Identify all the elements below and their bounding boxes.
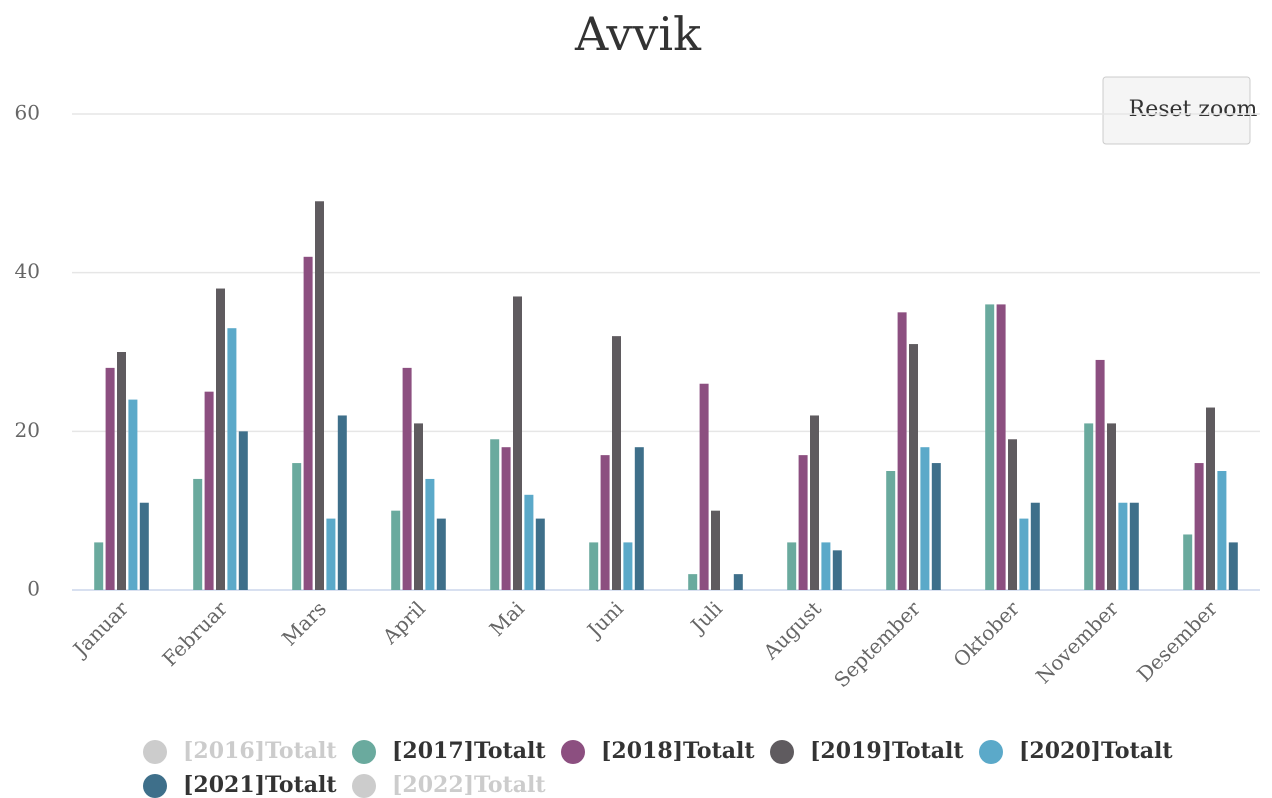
chart-title: Avvik <box>574 7 702 61</box>
bar <box>600 455 610 590</box>
bar <box>996 304 1006 590</box>
bar <box>612 336 621 590</box>
legend-marker[interactable] <box>770 740 794 764</box>
x-tick-label: Juni <box>581 596 628 643</box>
x-tick-label: August <box>758 596 826 664</box>
bar <box>402 367 412 590</box>
legend-label[interactable]: [2016]Totalt <box>183 738 337 764</box>
bar <box>810 415 819 590</box>
bar <box>821 542 831 590</box>
bar <box>931 463 941 590</box>
bar <box>513 296 522 590</box>
bar <box>216 288 225 590</box>
y-tick-label: 0 <box>27 577 40 601</box>
bar <box>524 494 534 590</box>
legend-marker[interactable] <box>143 774 167 798</box>
reset-zoom[interactable]: Reset zoom <box>1102 76 1258 145</box>
bar <box>1217 471 1227 590</box>
bar <box>535 518 545 590</box>
x-tick-label: Februar <box>157 596 232 671</box>
bar <box>985 304 995 590</box>
bar <box>414 423 423 590</box>
bar <box>292 463 302 590</box>
legend-label[interactable]: [2019]Totalt <box>810 738 964 764</box>
bar <box>501 447 511 590</box>
bar <box>193 478 203 590</box>
bar <box>787 542 797 590</box>
y-tick-label: 40 <box>15 259 40 283</box>
bar <box>238 431 248 590</box>
x-tick-label: Desember <box>1132 596 1222 686</box>
legend-label[interactable]: [2021]Totalt <box>183 772 337 798</box>
bar <box>315 201 324 590</box>
bar <box>227 328 237 590</box>
bar <box>105 367 115 590</box>
bar <box>1228 542 1238 590</box>
bar <box>1129 502 1139 590</box>
legend-marker[interactable] <box>352 740 376 764</box>
bar <box>798 455 808 590</box>
bar <box>117 352 126 590</box>
bar <box>391 510 401 590</box>
bar <box>1084 423 1094 590</box>
bar <box>909 344 918 590</box>
bar <box>1107 423 1116 590</box>
bar <box>688 574 698 590</box>
x-tick-label: Mars <box>277 596 331 650</box>
bar <box>425 478 435 590</box>
y-tick-label: 20 <box>15 418 40 442</box>
bar <box>699 383 709 590</box>
bar <box>832 550 842 590</box>
bar <box>436 518 446 590</box>
bar <box>139 502 149 590</box>
bar <box>634 447 644 590</box>
bar <box>623 542 633 590</box>
legend-marker[interactable] <box>143 740 167 764</box>
bar <box>1008 439 1017 590</box>
bar <box>886 471 896 590</box>
bar <box>589 542 599 590</box>
y-tick-label: 60 <box>15 101 40 125</box>
legend-label[interactable]: [2017]Totalt <box>392 738 546 764</box>
bar <box>204 391 214 590</box>
bar <box>337 415 347 590</box>
x-tick-label: Juli <box>685 596 727 638</box>
legend-marker[interactable] <box>561 740 585 764</box>
bar <box>1118 502 1128 590</box>
reset-zoom-box[interactable] <box>1102 76 1251 145</box>
x-tick-label: Januar <box>67 596 133 662</box>
bar <box>711 510 720 590</box>
bar <box>490 439 500 590</box>
legend-label[interactable]: [2020]Totalt <box>1019 738 1173 764</box>
legend-label[interactable]: [2022]Totalt <box>392 772 546 798</box>
bar <box>94 542 104 590</box>
bar <box>1030 502 1040 590</box>
bar <box>1194 463 1204 590</box>
bar <box>920 447 930 590</box>
bar <box>1019 518 1029 590</box>
bar <box>326 518 336 590</box>
legend-label[interactable]: [2018]Totalt <box>601 738 755 764</box>
x-tick-label: Mai <box>485 596 529 640</box>
x-tick-label: November <box>1031 596 1123 688</box>
bar <box>128 399 138 590</box>
bar <box>897 312 907 590</box>
reset-zoom-label[interactable]: Reset zoom <box>1129 97 1258 122</box>
bar <box>733 574 743 590</box>
bar <box>1206 407 1215 590</box>
bar <box>1095 359 1105 590</box>
x-tick-label: September <box>829 596 925 692</box>
legend-marker[interactable] <box>979 740 1003 764</box>
x-tick-label: Oktober <box>948 596 1024 672</box>
bar <box>303 256 313 590</box>
legend-marker[interactable] <box>352 774 376 798</box>
x-tick-label: April <box>377 596 430 649</box>
bar <box>1183 534 1193 590</box>
